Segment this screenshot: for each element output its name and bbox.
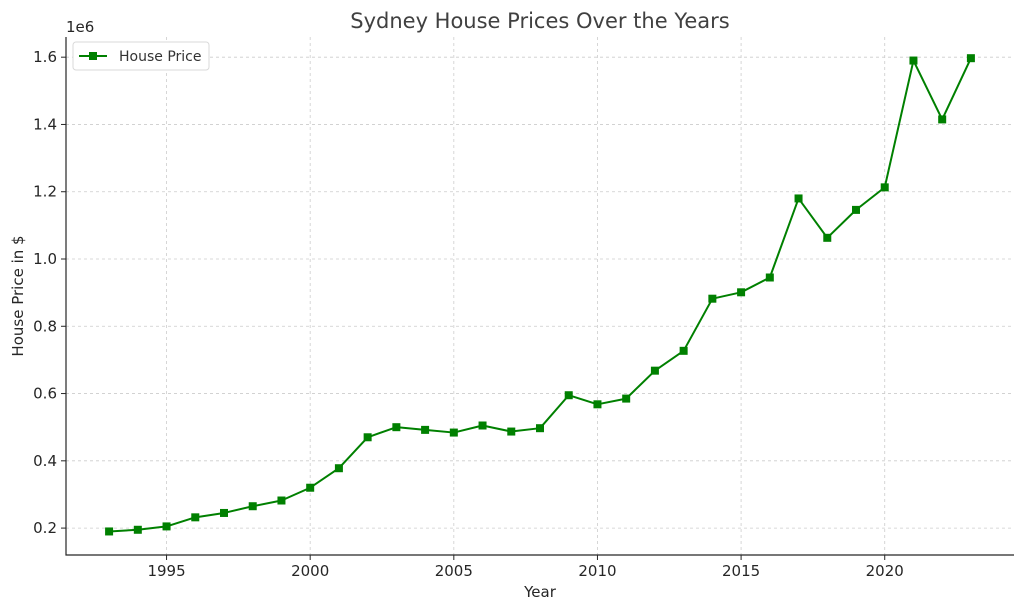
chart-title: Sydney House Prices Over the Years — [350, 9, 729, 33]
data-point-marker — [363, 433, 372, 442]
data-point-marker — [852, 205, 860, 214]
x-tick-label: 2020 — [866, 562, 904, 580]
data-point-marker — [708, 294, 717, 303]
legend: House Price — [72, 41, 210, 71]
data-point-marker — [679, 346, 688, 355]
data-point-marker — [536, 424, 544, 433]
data-point-marker — [162, 522, 171, 531]
y-tick-label: 1.4 — [33, 115, 57, 133]
data-point-marker — [105, 527, 114, 536]
data-point-marker — [938, 115, 947, 124]
x-tick-label: 2005 — [435, 562, 473, 580]
data-point-marker — [593, 400, 602, 409]
data-point-marker — [449, 428, 458, 437]
y-tick-label: 0.6 — [33, 385, 57, 403]
x-tick-label: 2000 — [291, 562, 329, 580]
data-point-marker — [564, 391, 573, 400]
data-point-marker — [507, 427, 516, 436]
data-point-marker — [306, 483, 315, 492]
axis-spines — [65, 37, 1014, 556]
data-point-marker — [794, 194, 803, 203]
data-point-marker — [220, 508, 228, 517]
legend-box — [72, 41, 210, 71]
data-point-marker — [334, 464, 343, 473]
data-point-marker — [966, 54, 975, 63]
data-point-marker — [650, 366, 659, 375]
y-tick-label: 0.4 — [33, 452, 57, 470]
y-tick-label: 1.2 — [33, 183, 57, 201]
data-point-marker — [392, 423, 401, 432]
data-point-marker — [765, 273, 774, 282]
data-point-marker — [823, 233, 832, 242]
y-tick-label: 0.8 — [33, 317, 57, 335]
series-layer — [105, 54, 975, 536]
y-tick-label: 0.2 — [33, 519, 57, 537]
x-tick-label: 2010 — [578, 562, 616, 580]
y-tick-label: 1.6 — [33, 48, 57, 66]
y-tick-label: 1.0 — [33, 250, 57, 268]
data-point-marker — [191, 513, 200, 522]
data-point-marker — [909, 56, 918, 65]
data-point-marker — [248, 502, 257, 511]
y-axis-title: House Price in $ — [9, 235, 27, 356]
x-axis-title: Year — [523, 583, 557, 601]
data-point-marker — [277, 496, 286, 505]
data-point-marker — [133, 525, 142, 534]
legend-label: House Price — [119, 49, 201, 65]
axes: 1995 2000 2005 2010 2015 2020 0.2 0.4 0.6 0.8 1.0 1… — [33, 37, 1014, 580]
data-point-marker — [737, 288, 746, 297]
y-axis-offset-label: 1e6 — [66, 18, 94, 36]
data-point-marker — [622, 394, 631, 403]
x-tick-label: 2015 — [722, 562, 760, 580]
data-point-marker — [421, 425, 430, 434]
x-tick-label: 1995 — [147, 562, 185, 580]
legend-marker-swatch — [89, 52, 97, 60]
data-point-marker — [880, 183, 889, 192]
data-point-marker — [478, 421, 487, 430]
grid-lines — [66, 37, 1014, 555]
